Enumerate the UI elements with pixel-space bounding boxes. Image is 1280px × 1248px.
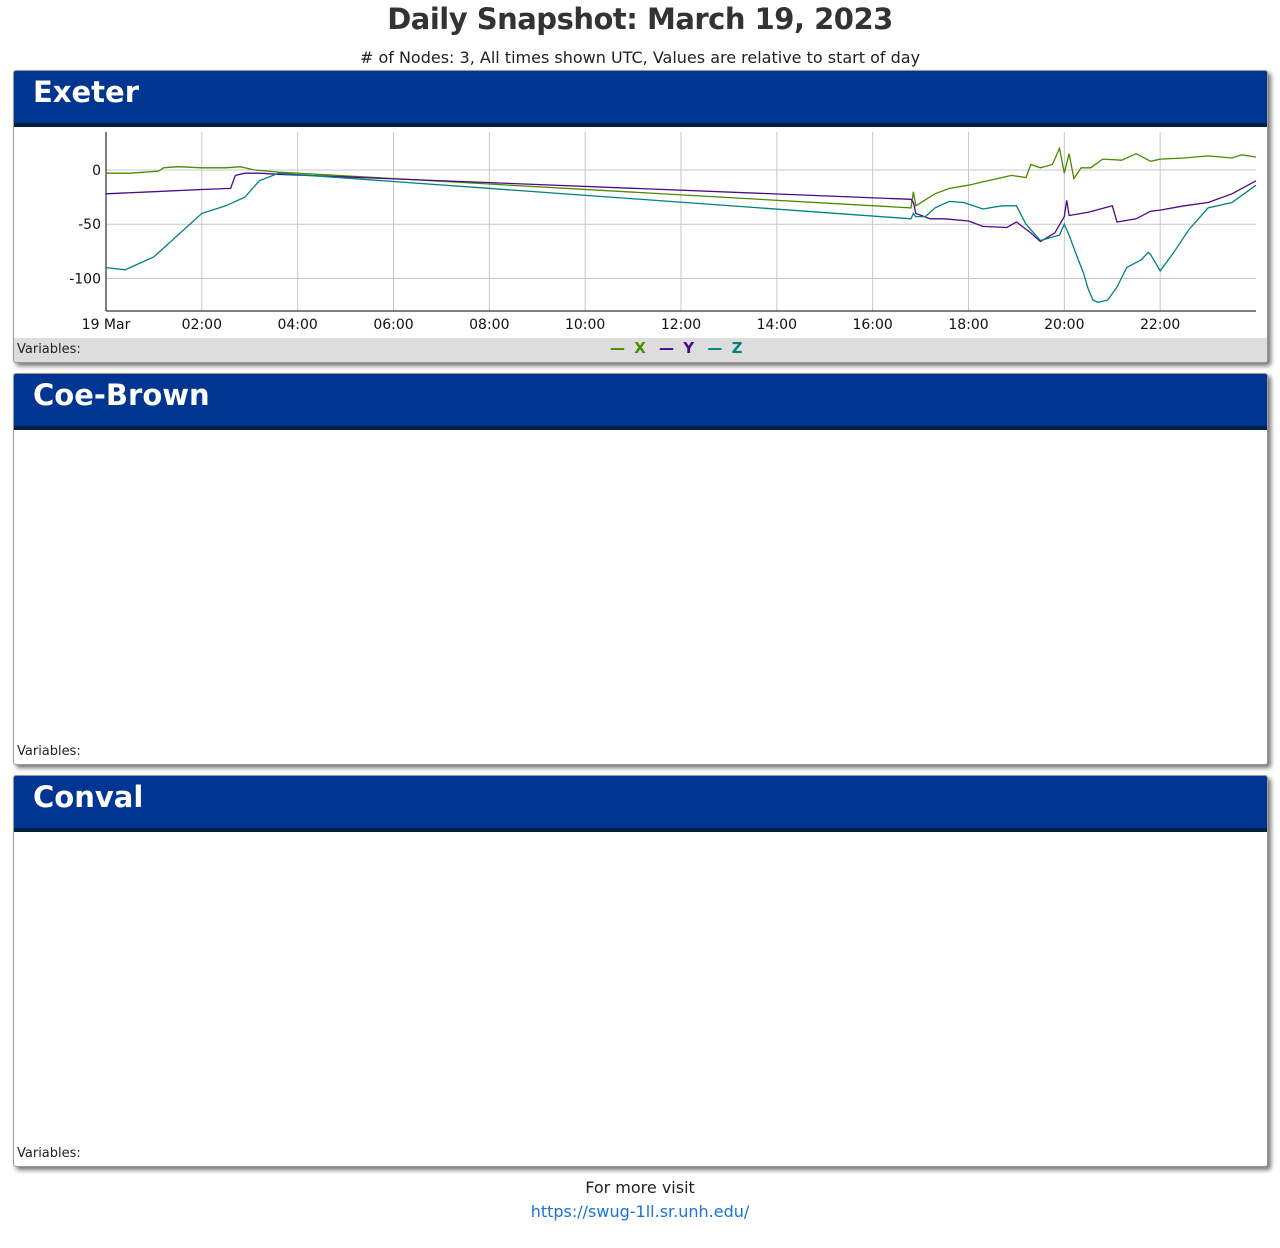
page-title: Daily Snapshot: March 19, 2023 xyxy=(387,2,893,36)
x-tick-label: 06:00 xyxy=(373,317,413,333)
x-tick-label: 18:00 xyxy=(948,317,988,333)
page-subtitle: # of Nodes: 3, All times shown UTC, Valu… xyxy=(359,48,921,67)
legend-item-z[interactable]: — Z xyxy=(707,339,743,357)
line-chart: 0 -50 -100 19 Mar 02:00 04:00 06:00 08:00 10:00 1… xyxy=(69,132,1257,333)
footer-link[interactable]: https://swug-1ll.sr.unh.edu/ xyxy=(530,1202,750,1221)
panel-title: Conval xyxy=(33,780,144,814)
x-tick-label: 02:00 xyxy=(182,317,222,333)
panel-header: Exeter xyxy=(14,71,1267,127)
panel-title: Coe-Brown xyxy=(33,378,210,412)
variables-label: Variables: xyxy=(17,1146,81,1161)
panel-conval: Conval Variables: xyxy=(13,775,1268,1167)
x-tick-label: 08:00 xyxy=(469,317,509,333)
x-tick-label: 20:00 xyxy=(1044,317,1084,333)
variables-label: Variables: xyxy=(17,342,81,357)
x-tick-label: 16:00 xyxy=(852,317,892,333)
x-tick-label: 10:00 xyxy=(565,317,605,333)
y-tick-label: 0 xyxy=(92,163,101,179)
panel-header: Conval xyxy=(14,776,1267,832)
variables-label: Variables: xyxy=(17,744,81,759)
panel-title: Exeter xyxy=(33,75,140,109)
variables-bar: Variables: xyxy=(14,1142,1267,1166)
legend-item-x[interactable]: — X xyxy=(610,339,646,357)
footer-text: For more visit xyxy=(585,1178,695,1197)
x-tick-label: 12:00 xyxy=(661,317,701,333)
variables-bar: Variables: — X — Y — Z xyxy=(14,338,1267,362)
panel-exeter: Exeter 0 -50 -100 19 Mar 02:00 04:00 06:00 08:0… xyxy=(13,70,1268,363)
chart-legend: — X — Y — Z xyxy=(610,339,751,357)
x-tick-label: 14:00 xyxy=(757,317,797,333)
variables-bar: Variables: xyxy=(14,740,1267,764)
y-tick-label: -100 xyxy=(69,271,101,287)
series-line-x xyxy=(106,146,1257,209)
panel-header: Coe-Brown xyxy=(14,374,1267,430)
x-tick-label: 19 Mar xyxy=(82,317,131,333)
y-tick-label: -50 xyxy=(78,217,101,233)
panel-coe-brown: Coe-Brown Variables: xyxy=(13,373,1268,765)
legend-item-y[interactable]: — Y xyxy=(659,339,695,357)
series-line-y xyxy=(105,172,1257,243)
x-tick-label: 04:00 xyxy=(277,317,317,333)
x-tick-label: 22:00 xyxy=(1140,317,1180,333)
series-line-z xyxy=(105,172,1257,303)
